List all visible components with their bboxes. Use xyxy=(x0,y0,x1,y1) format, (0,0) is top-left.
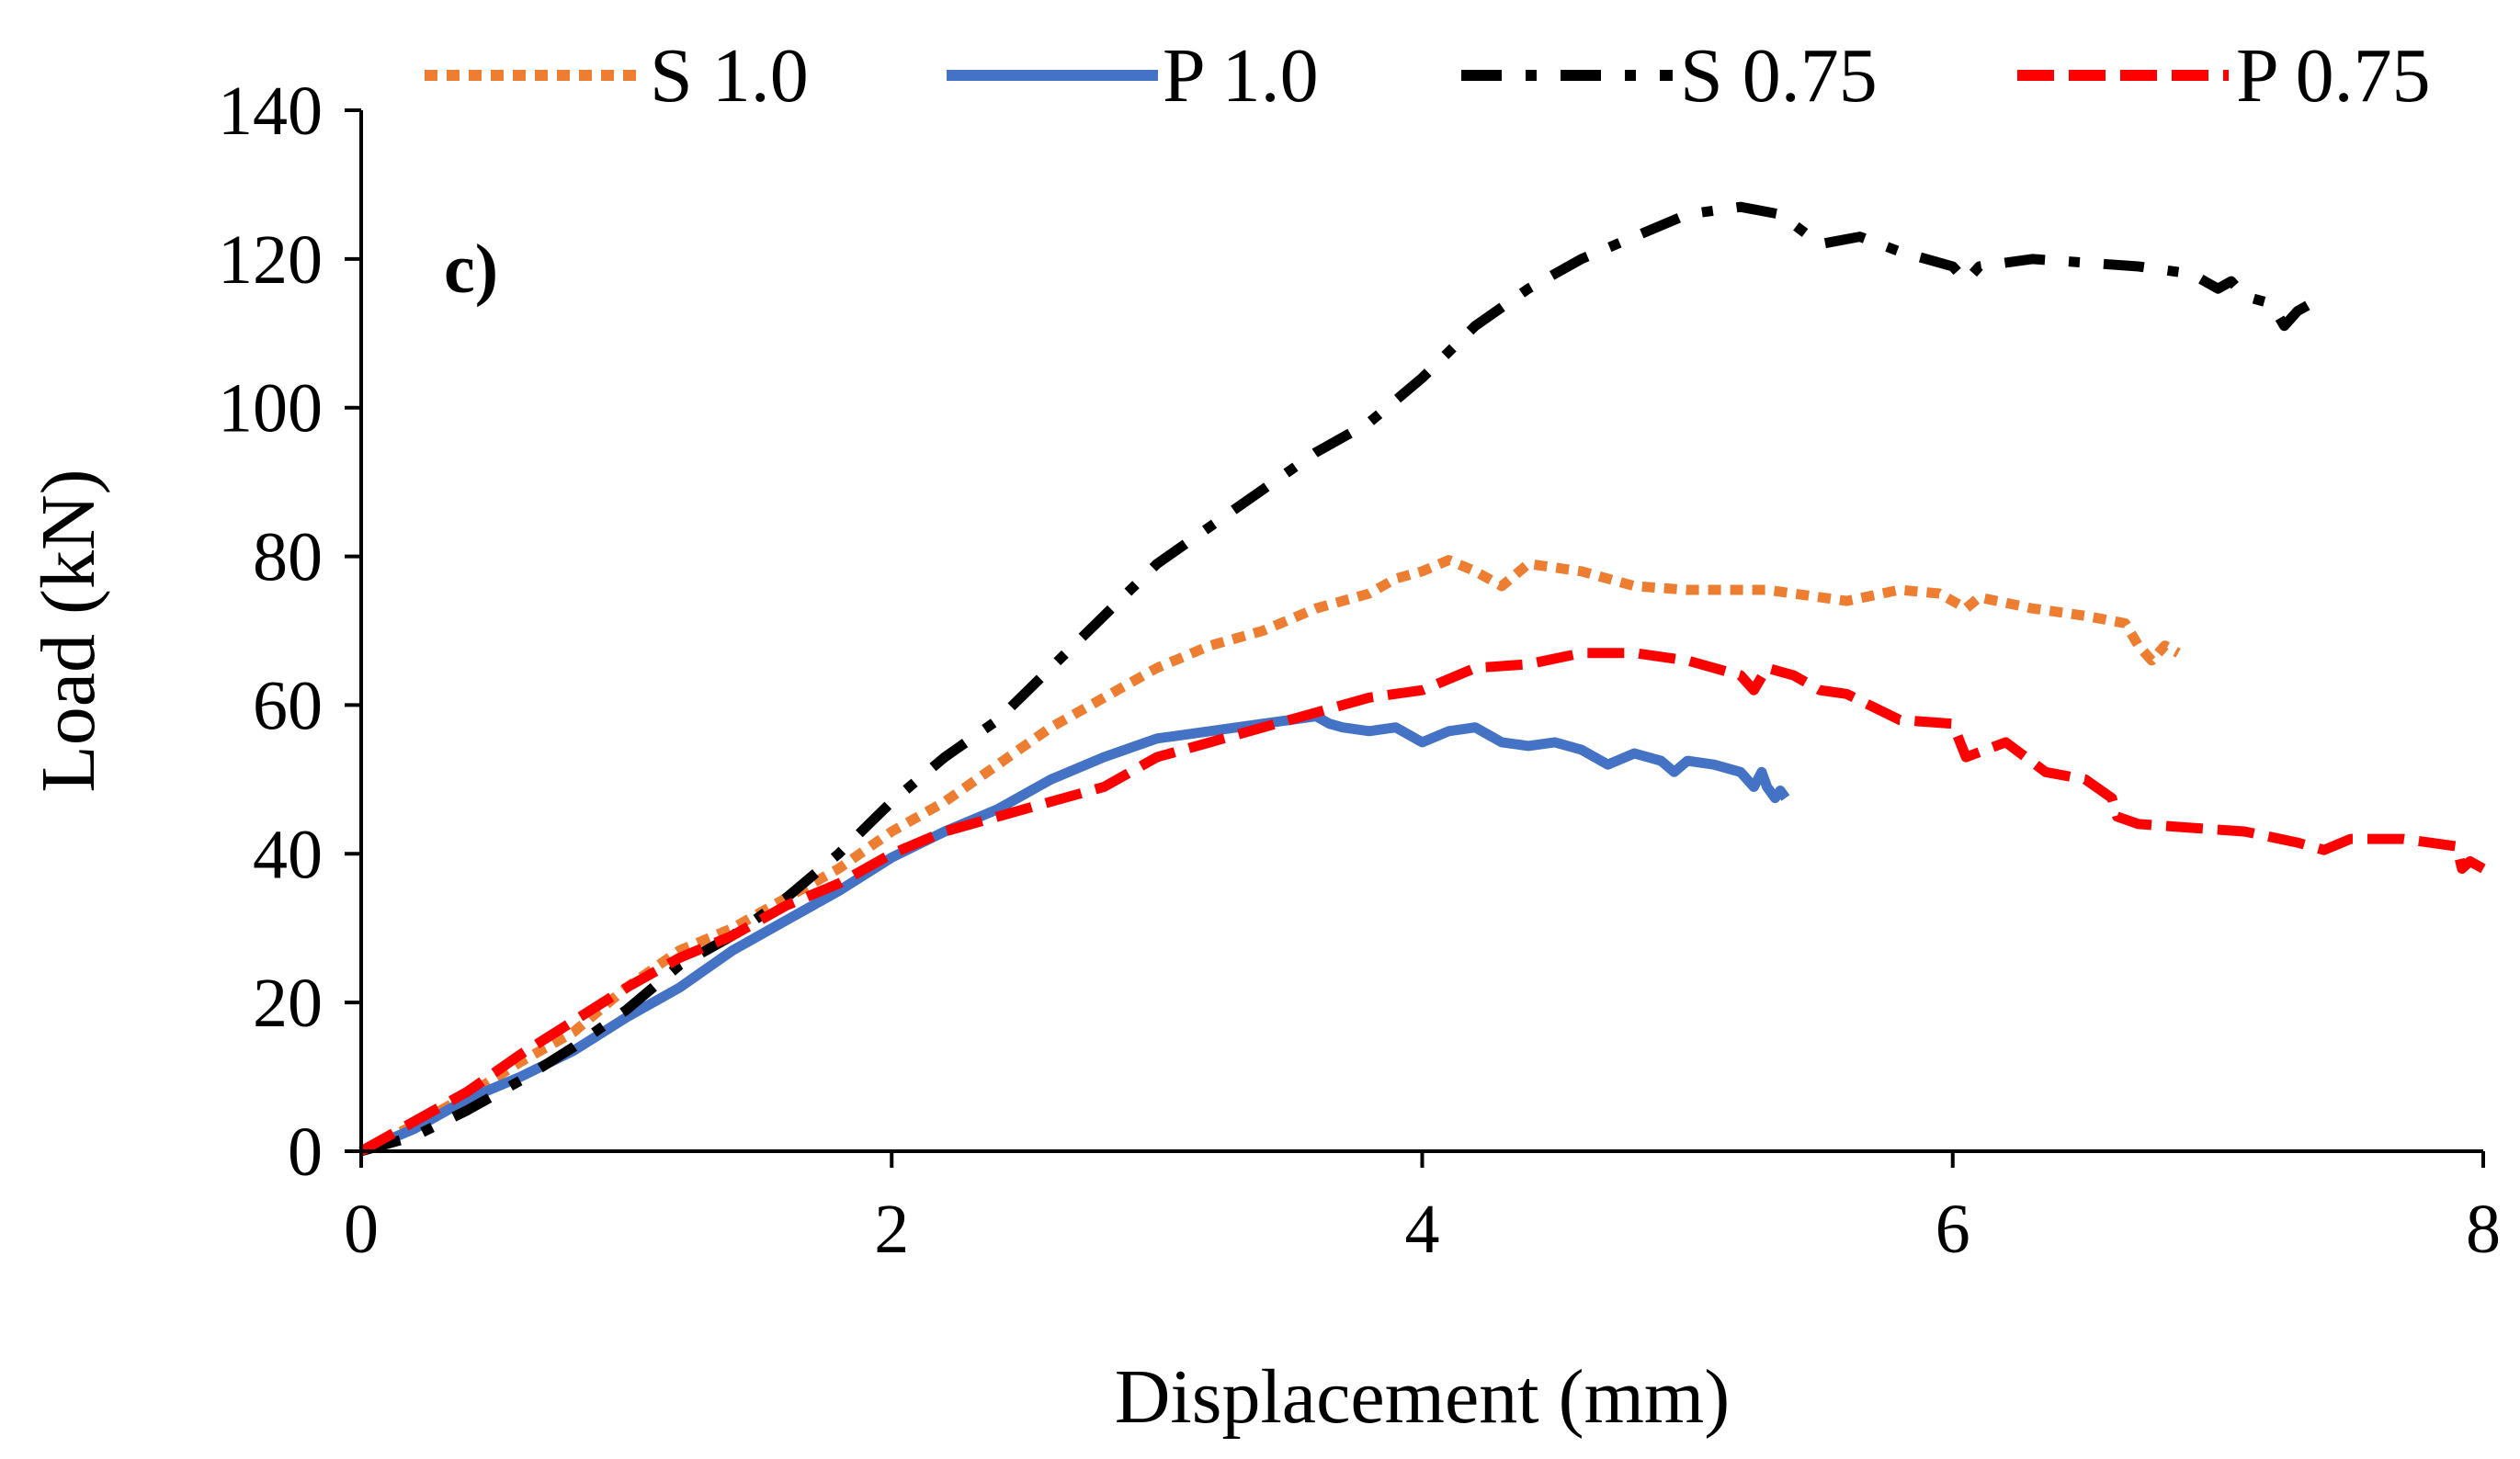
y-tick-label: 80 xyxy=(253,519,323,596)
x-tick-label: 2 xyxy=(874,1191,909,1268)
series-line-s-0-75 xyxy=(359,201,2323,1157)
series-line-s-1-0 xyxy=(358,555,2181,1156)
legend-label-p-0-75: P 0.75 xyxy=(2236,33,2431,119)
panel-label: c) xyxy=(444,231,498,308)
x-tick-label: 6 xyxy=(1935,1191,1970,1268)
axes-layer xyxy=(359,110,2483,1153)
y-tick-label: 40 xyxy=(253,816,323,893)
series-line-p-0-75 xyxy=(358,648,2486,1156)
y-tick-label: 0 xyxy=(288,1114,323,1191)
series-layer xyxy=(358,201,2486,1157)
x-tick-label: 4 xyxy=(1405,1191,1440,1268)
legend: S 1.0 P 1.0 S 0.75 P 0.75 xyxy=(425,33,2431,119)
y-tick-label: 20 xyxy=(253,965,323,1042)
x-tick-label: 0 xyxy=(344,1191,379,1268)
y-tick-label: 140 xyxy=(218,73,323,150)
x-tick-label: 8 xyxy=(2466,1191,2501,1268)
legend-label-s-1-0: S 1.0 xyxy=(650,33,809,119)
y-axis-title: Load (kN) xyxy=(26,469,111,792)
legend-label-s-0-75: S 0.75 xyxy=(1680,33,1878,119)
x-axis-title: Displacement (mm) xyxy=(1115,1354,1730,1440)
series-line-p-1-0 xyxy=(358,711,1790,1157)
y-tick-label: 120 xyxy=(218,221,323,299)
y-tick-label: 100 xyxy=(218,370,323,447)
ticks-layer: 0 20 40 60 80 100 120 140 0 2 4 6 8 xyxy=(218,73,2501,1268)
y-tick-label: 60 xyxy=(253,667,323,744)
legend-label-p-1-0: P 1.0 xyxy=(1163,33,1319,119)
